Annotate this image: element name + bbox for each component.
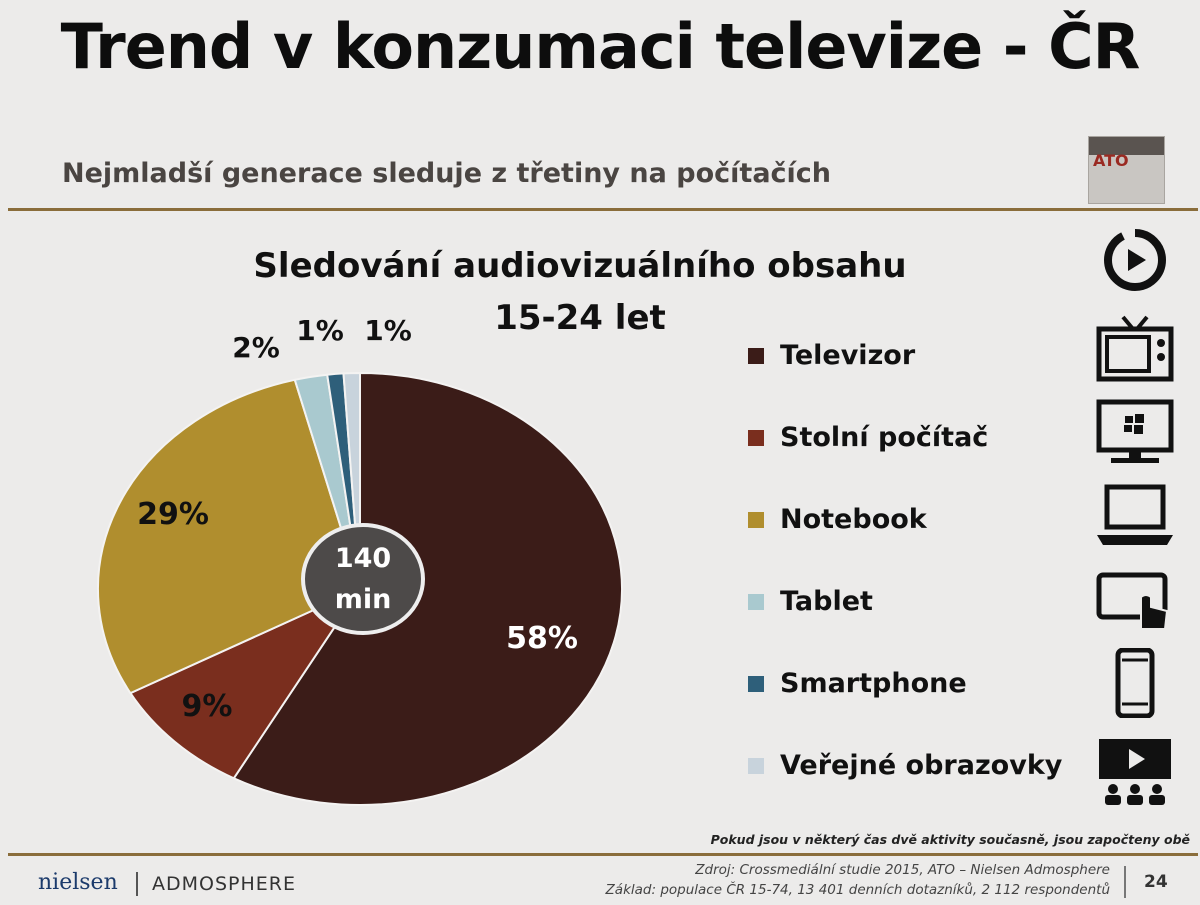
- chart-title-text: Sledování audiovizuálního obsahu: [253, 246, 907, 286]
- page-number: 24: [1144, 872, 1168, 892]
- legend-swatch: [748, 348, 764, 364]
- footer-divider: [8, 853, 1198, 856]
- ato-logo: ATO: [1088, 136, 1165, 204]
- data-label-smartphone: 1%: [296, 314, 344, 347]
- chart-title: Sledování audiovizuálního obsahu 15-24 l…: [160, 240, 1000, 344]
- public-screen-icon: [1099, 739, 1171, 805]
- source-note: Zdroj: Crossmediální studie 2015, ATO – …: [480, 860, 1110, 900]
- legend-swatch: [748, 512, 764, 528]
- page-separator: [1124, 866, 1126, 898]
- legend-swatch: [748, 594, 764, 610]
- legend-swatch: [748, 430, 764, 446]
- logo-separator: [136, 872, 138, 896]
- center-unit: min: [335, 584, 392, 615]
- admosphere-logo: ADMOSPHERE: [152, 873, 296, 895]
- data-label-notebook: 29%: [137, 497, 209, 532]
- legend-label: Notebook: [780, 504, 927, 535]
- legend-swatch: [748, 758, 764, 774]
- slide-title: Trend v konzumaci televize - ČR: [60, 10, 1141, 83]
- pie-slice-notebook: [96, 378, 362, 695]
- source-line-2: Základ: populace ČR 15-74, 13 401 denníc…: [605, 882, 1110, 898]
- pie-slice-stolní-počítač: [128, 586, 363, 780]
- logo-band: [1089, 137, 1164, 155]
- laptop-icon: [1097, 484, 1173, 545]
- slide-subtitle: Nejmladší generace sleduje z třetiny na …: [62, 158, 832, 189]
- data-label-veřejné-obrazovky: 1%: [364, 314, 412, 347]
- smartphone-icon: [1115, 648, 1155, 718]
- tv-icon: [1096, 315, 1174, 382]
- legend-label: Televizor: [780, 340, 916, 371]
- logo-text: ATO: [1093, 151, 1129, 170]
- legend-label: Tablet: [780, 586, 873, 617]
- play-circle-icon: [1104, 229, 1166, 291]
- data-label-stolní-počítač: 9%: [182, 689, 233, 724]
- header-divider: [8, 208, 1198, 211]
- desktop-monitor-icon: [1096, 399, 1174, 463]
- data-label-televizor: 58%: [506, 621, 578, 656]
- center-badge: [301, 523, 425, 635]
- legend-label: Stolní počítač: [780, 422, 989, 453]
- pie-slice-televizor: [232, 371, 623, 806]
- tablet-touch-icon: [1096, 572, 1169, 630]
- legend-label: Smartphone: [780, 668, 967, 699]
- data-label-tablet: 2%: [232, 331, 280, 364]
- legend-swatch: [748, 676, 764, 692]
- source-line-1: Zdroj: Crossmediální studie 2015, ATO – …: [695, 862, 1110, 878]
- legend-label: Veřejné obrazovky: [780, 750, 1063, 781]
- nielsen-logo: nielsen: [38, 870, 118, 895]
- footnote: Pokud jsou v některý čas dvě aktivity so…: [710, 832, 1190, 847]
- chart-subtitle: 15-24 let: [494, 298, 666, 338]
- center-value: 140: [335, 543, 391, 574]
